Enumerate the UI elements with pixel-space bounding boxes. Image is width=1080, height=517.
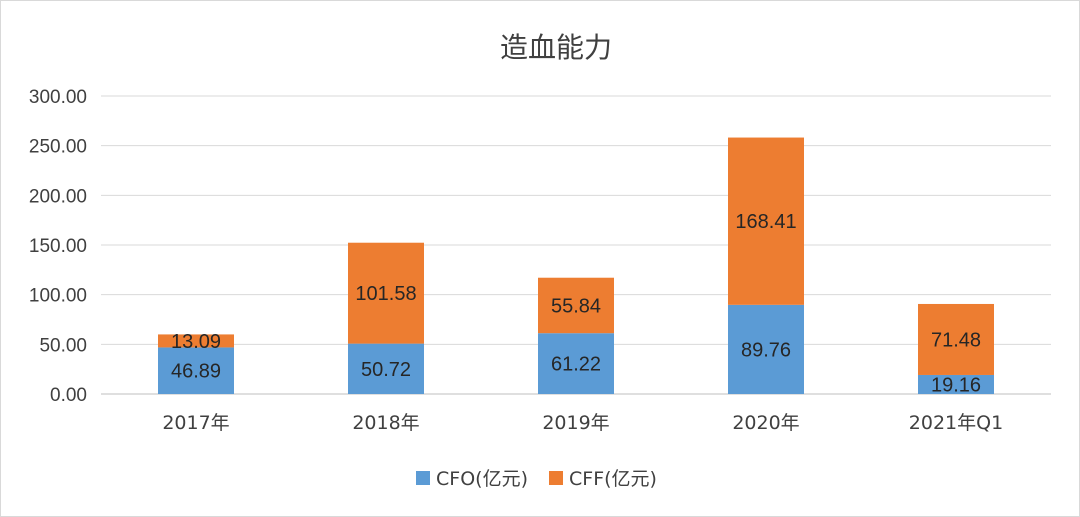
- data-label: 19.16: [931, 374, 981, 396]
- bar-cff: [348, 242, 424, 344]
- y-tick-label: 250.00: [29, 137, 87, 158]
- data-label: 71.48: [931, 329, 981, 351]
- data-label: 50.72: [361, 359, 411, 381]
- bar-cff: [538, 277, 614, 334]
- y-tick-label: 50.00: [39, 335, 87, 356]
- data-label: 13.09: [171, 331, 221, 353]
- y-axis-tick-labels: 0.00 50.00 100.00 150.00 200.00 250.00 300.00: [29, 87, 87, 406]
- bar-cfo: [728, 304, 804, 394]
- legend: CFO(亿元) CFF(亿元): [416, 468, 657, 490]
- x-category-label: 2018年: [352, 412, 419, 434]
- chart-title: 造血能力: [500, 31, 612, 64]
- bars: [158, 137, 994, 394]
- legend-item-cff: CFF(亿元): [569, 468, 657, 490]
- legend-item-cfo: CFO(亿元): [436, 468, 528, 490]
- x-category-label: 2019年: [542, 412, 609, 434]
- x-category-label: 2021年Q1: [909, 412, 1003, 434]
- y-tick-label: 100.00: [29, 286, 87, 307]
- x-category-label: 2020年: [732, 412, 799, 434]
- bar-cfo: [348, 343, 424, 394]
- legend-swatch: [416, 471, 430, 485]
- data-label: 46.89: [171, 361, 221, 383]
- bar-cff: [158, 334, 234, 348]
- bar-cff: [918, 303, 994, 375]
- y-tick-label: 0.00: [50, 385, 87, 406]
- y-tick-label: 300.00: [29, 87, 87, 108]
- legend-swatch: [549, 471, 563, 485]
- data-label: 101.58: [355, 283, 416, 305]
- bar-cfo: [918, 374, 994, 394]
- y-tick-label: 200.00: [29, 186, 87, 207]
- data-label: 61.22: [551, 354, 601, 376]
- data-label: 89.76: [741, 339, 791, 361]
- y-tick-label: 150.00: [29, 236, 87, 257]
- data-label: 55.84: [551, 295, 601, 317]
- data-labels: 46.89 13.09 50.72 101.58 61.22 55.84 89.76 168.…: [171, 211, 981, 396]
- data-label: 168.41: [735, 211, 796, 233]
- x-category-label: 2017年: [162, 412, 229, 434]
- bar-cfo: [158, 347, 234, 394]
- x-axis-category-labels: 2017年 2018年 2019年 2020年 2021年Q1: [162, 412, 1003, 434]
- bar-cfo: [538, 333, 614, 394]
- bar-cff: [728, 137, 804, 305]
